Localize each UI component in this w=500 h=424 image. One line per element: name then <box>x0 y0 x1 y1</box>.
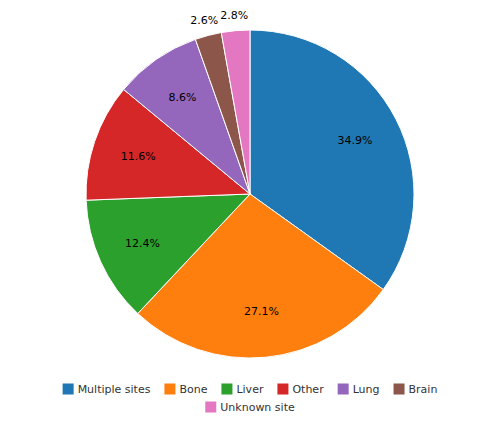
data-label: 12.4% <box>125 237 160 250</box>
data-label: 2.8% <box>220 9 248 22</box>
legend-swatch <box>164 384 175 395</box>
legend-item: Multiple sites <box>63 383 151 396</box>
data-label: 27.1% <box>244 305 279 318</box>
legend-swatch <box>277 384 288 395</box>
legend-label: Multiple sites <box>78 383 151 396</box>
pie-slice <box>86 194 250 314</box>
legend-item: Liver <box>221 383 263 396</box>
legend-item: Brain <box>394 383 438 396</box>
data-label: 2.6% <box>190 14 218 27</box>
legend-label: Unknown site <box>220 401 295 414</box>
pie-slice <box>221 30 250 194</box>
data-label: 11.6% <box>121 150 156 163</box>
legend-swatch <box>63 384 74 395</box>
legend: Multiple sites Bone Liver Other Lung Brain Unk… <box>63 383 438 414</box>
data-label: 34.9% <box>338 134 373 147</box>
legend-swatch <box>394 384 405 395</box>
legend-item: Lung <box>338 383 380 396</box>
legend-swatch <box>338 384 349 395</box>
legend-swatch <box>221 384 232 395</box>
data-labels: 34.9% 27.1% 12.4% 11.6% 8.6% 2.6%2.8% <box>121 9 373 319</box>
legend-item: Unknown site <box>205 401 295 414</box>
legend-item: Bone <box>164 383 207 396</box>
legend-item: Other <box>277 383 324 396</box>
legend-label: Other <box>292 383 324 396</box>
legend-label: Brain <box>409 383 438 396</box>
pie <box>86 30 414 358</box>
data-label: 8.6% <box>168 91 196 104</box>
legend-label: Bone <box>179 383 207 396</box>
legend-swatch <box>205 402 216 413</box>
legend-label: Liver <box>236 383 263 396</box>
legend-label: Lung <box>353 383 380 396</box>
chart-svg: Multiple sites Bone Liver Other Lung Brain Unk… <box>0 0 500 424</box>
